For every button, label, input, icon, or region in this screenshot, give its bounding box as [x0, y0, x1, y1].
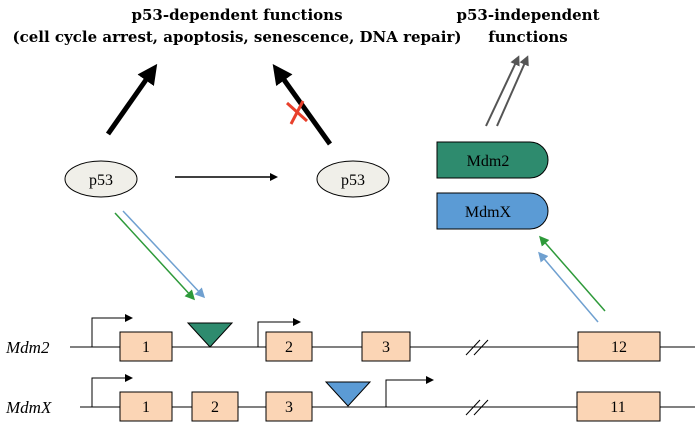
mdm2-promoter-p1-icon	[91, 314, 133, 347]
independent-arrow-2	[496, 55, 529, 127]
mdm2-gene-break-1	[465, 339, 481, 356]
mdmx-promoter-p2-icon	[385, 376, 434, 407]
mdmx-exon-3	[265, 391, 313, 422]
mdm2-protein-shape	[436, 141, 549, 179]
mdmx-exon-1-label: 1	[142, 399, 150, 416]
mdmx-gene-label: MdmX	[5, 398, 52, 417]
p53-right-node	[316, 160, 390, 198]
dependent-functions-title: p53-dependent functions	[131, 6, 342, 24]
p53-left-node	[64, 160, 138, 198]
mdmx-promoter-p1-icon	[91, 374, 133, 407]
mdm2-exon-2-label: 2	[285, 339, 293, 356]
mdm2-exon-3	[361, 331, 411, 362]
mdm2-exon-1	[119, 331, 173, 362]
independent-arrow-1	[485, 55, 520, 127]
mdmx-exon-1	[119, 391, 173, 422]
mdmx-exon-11-label: 11	[610, 399, 625, 416]
mdm2-p53-response-element	[186, 322, 234, 348]
mdmx-protein-label: MdmX	[465, 204, 512, 221]
mdm2-translation-green-arrow	[539, 235, 606, 312]
mdm2-exon-1-label: 1	[142, 339, 150, 356]
p53-right-label: p53	[341, 172, 365, 189]
mdm2-protein-label: Mdm2	[467, 153, 510, 170]
independent-functions-title: p53-independent	[456, 6, 599, 24]
p53-to-mdm2-promoter-green-arrow	[114, 212, 196, 301]
mdm2-gene-break-2	[473, 339, 489, 356]
mdmx-protein-shape	[436, 192, 549, 230]
mdmx-exon-11	[576, 391, 661, 422]
dependent-functions-subtitle: (cell cycle arrest, apoptosis, senescenc…	[13, 28, 462, 46]
mdm2-gene-label: Mdm2	[5, 338, 50, 357]
p53-left-label: p53	[89, 172, 113, 189]
mdm2-exon-2	[265, 331, 313, 362]
mdm2-exon-3-label: 3	[382, 339, 390, 356]
mdm2-exon-12-label: 12	[611, 339, 627, 356]
mdmx-exon-2-label: 2	[211, 399, 219, 416]
mdmx-p53-response-element	[324, 381, 372, 407]
independent-functions-subtitle: functions	[488, 28, 567, 46]
mdm2-promoter-p2-icon	[257, 318, 301, 347]
right-p53-function-arrow	[272, 63, 333, 146]
inhibition-x-icon	[285, 100, 309, 125]
mdmx-translation-blue-arrow	[538, 251, 599, 323]
p53-to-mdm2-promoter-blue-arrow	[122, 210, 206, 299]
mdmx-gene-break-2	[473, 399, 489, 416]
left-p53-function-arrow	[105, 63, 158, 136]
mdmx-exon-3-label: 3	[285, 399, 293, 416]
mdmx-exon-2	[191, 391, 239, 422]
mdm2-exon-12	[577, 331, 661, 362]
mdmx-gene-break-1	[465, 399, 481, 416]
